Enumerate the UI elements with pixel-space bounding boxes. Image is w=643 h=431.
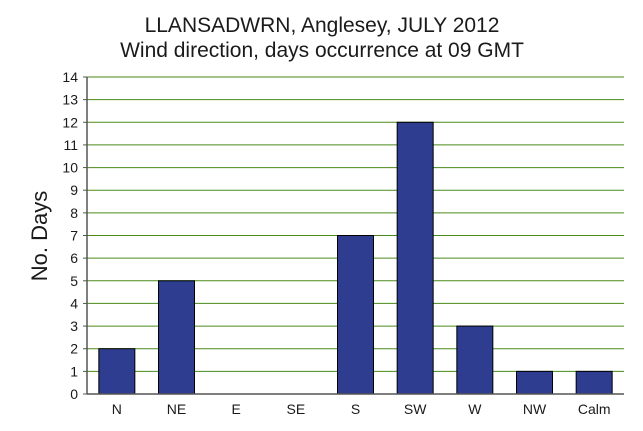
y-tick-label-5: 5 xyxy=(70,273,78,289)
x-tick-label-ne: NE xyxy=(167,401,186,417)
y-tick-label-7: 7 xyxy=(70,228,78,244)
y-tick-label-2: 2 xyxy=(70,341,78,357)
x-tick-label-e: E xyxy=(231,401,240,417)
x-tick-label-n: N xyxy=(112,401,122,417)
chart-title: LLANSADWRN, Anglesey, JULY 2012 xyxy=(145,14,500,37)
y-tick-label-4: 4 xyxy=(70,295,78,311)
bar-w xyxy=(456,325,494,395)
y-tick-label-0: 0 xyxy=(70,386,78,402)
y-tick-label-11: 11 xyxy=(63,137,78,153)
y-tick-label-10: 10 xyxy=(62,160,78,176)
y-axis-label: No. Days xyxy=(27,191,52,281)
x-tick-labels: N NE E SE S SW W NW Calm xyxy=(112,401,611,417)
x-tick-label-sw: SW xyxy=(404,401,427,417)
bar-n xyxy=(98,348,136,395)
x-tick-label-se: SE xyxy=(286,401,305,417)
x-tick-label-s: S xyxy=(351,401,360,417)
bar-s xyxy=(337,235,374,395)
y-tick-label-9: 9 xyxy=(70,182,78,198)
x-tick-label-nw: NW xyxy=(523,401,547,417)
x-tick-label-calm: Calm xyxy=(578,401,611,417)
y-tick-label-8: 8 xyxy=(70,205,78,221)
y-tick-label-13: 13 xyxy=(62,92,78,108)
y-tick-label-3: 3 xyxy=(70,318,78,334)
bar-sw xyxy=(396,121,434,395)
bar-calm xyxy=(575,370,613,395)
y-tick-label-14: 14 xyxy=(62,69,78,85)
bar-ne xyxy=(158,280,195,395)
x-tick-label-w: W xyxy=(468,401,482,417)
chart-subtitle: Wind direction, days occurrence at 09 GM… xyxy=(120,39,524,62)
bars xyxy=(98,121,613,395)
bar-nw xyxy=(516,370,553,395)
y-tick-label-12: 12 xyxy=(62,114,78,130)
y-tick-label-1: 1 xyxy=(70,363,78,379)
y-tick-label-6: 6 xyxy=(70,250,78,266)
